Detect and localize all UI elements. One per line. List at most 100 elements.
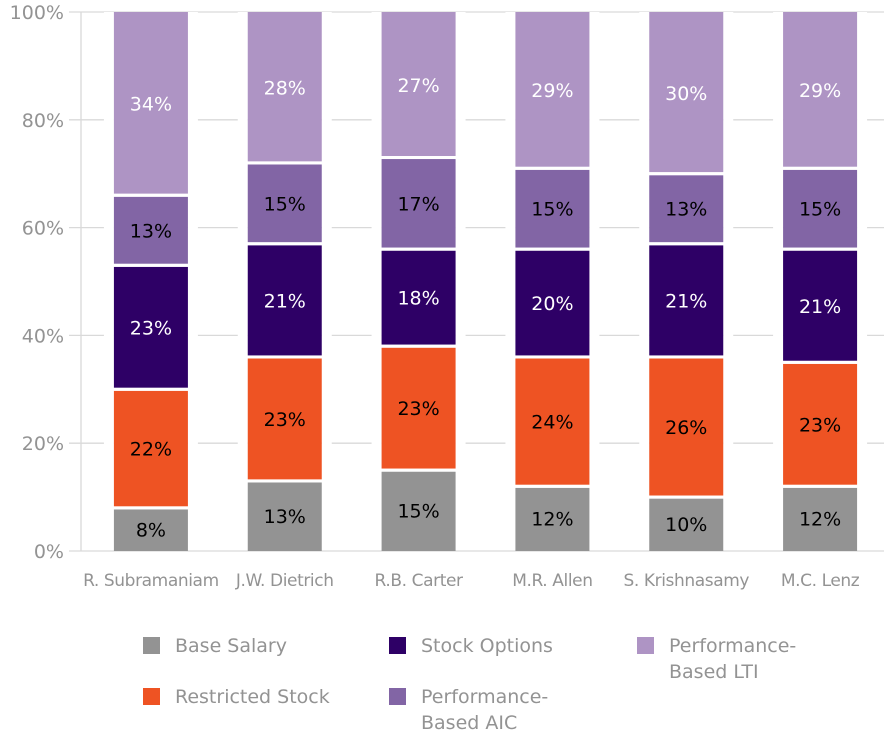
bar-value-label: 23% — [799, 414, 841, 436]
bar-value-label: 23% — [130, 317, 172, 339]
segment-separator — [241, 355, 328, 359]
bar-value-label: 30% — [665, 83, 707, 105]
segment-separator — [375, 344, 462, 348]
bar-value-label: 26% — [665, 417, 707, 439]
bar-segment-performance-based-aic — [783, 169, 858, 248]
bar-stack: 12% 24% 20% 15% 29% — [509, 12, 596, 551]
y-tick-label: 20% — [22, 433, 64, 455]
y-tick-label: 40% — [22, 325, 64, 347]
bar-segment-base-salary — [381, 471, 456, 551]
bar-segment-performance-based-lti — [247, 12, 322, 162]
segment-separator — [509, 166, 596, 170]
bar-segment-base-salary — [783, 487, 858, 551]
bar-segment-performance-based-aic — [113, 196, 188, 264]
bar-segment-restricted-stock — [649, 358, 724, 496]
bar-segment-performance-based-lti — [381, 12, 456, 157]
bar-value-label: 15% — [531, 199, 573, 221]
segment-separator — [643, 355, 730, 359]
bar-margin — [773, 12, 784, 550]
bar-margin — [187, 12, 198, 550]
y-axis: 0% 20% 40% 60% 80% 100% — [10, 2, 82, 563]
segment-separator — [777, 247, 864, 251]
segment-separator — [777, 166, 864, 170]
bar-value-label: 23% — [264, 409, 306, 431]
bar-stack: 13% 23% 21% 15% 28% — [241, 12, 328, 551]
y-tick-label: 60% — [22, 218, 64, 240]
bar-segment-performance-based-aic — [247, 164, 322, 243]
bar-value-label: 12% — [799, 509, 841, 531]
bar-margin — [723, 12, 734, 550]
segment-separator — [107, 387, 194, 391]
segment-separator — [509, 355, 596, 359]
x-tick-label: R. Subramaniam — [83, 571, 219, 591]
segment-separator — [509, 484, 596, 488]
bar-value-label: 8% — [136, 519, 166, 541]
bar-segment-restricted-stock — [783, 363, 858, 485]
bar-value-label: 13% — [264, 506, 306, 528]
bar-value-label: 23% — [397, 398, 439, 420]
bar-margin — [857, 12, 868, 550]
segment-separator — [509, 247, 596, 251]
y-tick-label: 0% — [34, 541, 64, 563]
segment-separator — [107, 193, 194, 197]
bar-margin — [505, 12, 516, 550]
segment-separator — [107, 506, 194, 510]
bar-stack: 12% 23% 21% 15% 29% — [777, 12, 864, 551]
bar-segment-base-salary — [113, 509, 188, 551]
bar-segment-stock-options — [381, 250, 456, 345]
bar-segment-performance-based-lti — [515, 12, 590, 167]
bar-margin — [589, 12, 600, 550]
segment-separator — [643, 242, 730, 246]
x-tick-label: R.B. Carter — [375, 571, 463, 591]
bar-value-label: 29% — [531, 80, 573, 102]
bar-value-label: 22% — [130, 439, 172, 461]
bar-value-label: 10% — [665, 514, 707, 536]
bar-value-label: 13% — [130, 220, 172, 242]
bar-segment-performance-based-lti — [783, 12, 858, 167]
bar-value-label: 28% — [264, 77, 306, 99]
bar-segment-stock-options — [247, 245, 322, 356]
bar-segment-restricted-stock — [113, 390, 188, 507]
bar-margin — [371, 12, 382, 550]
bar-segment-performance-based-lti — [649, 12, 724, 173]
bar-value-label: 24% — [531, 412, 573, 434]
x-axis: R. Subramaniam J.W. Dietrich R.B. Carter M.… — [83, 571, 860, 591]
bar-segment-base-salary — [247, 482, 322, 551]
bar-stack: 10% 26% 21% 13% 30% — [643, 12, 730, 551]
bar-segment-performance-based-aic — [381, 159, 456, 248]
segment-separator — [241, 161, 328, 165]
segment-separator — [643, 172, 730, 176]
segment-separator — [375, 247, 462, 251]
bar-segment-base-salary — [649, 498, 724, 551]
bar-margin — [103, 12, 114, 550]
bar-value-label: 21% — [264, 290, 306, 312]
bar-segment-restricted-stock — [247, 358, 322, 480]
bar-margin — [237, 12, 248, 550]
y-tick-label: 100% — [10, 2, 64, 24]
bar-segment-base-salary — [515, 487, 590, 551]
segment-separator — [107, 263, 194, 267]
bar-segment-stock-options — [515, 250, 590, 356]
bar-value-label: 12% — [531, 509, 573, 531]
bar-value-label: 20% — [531, 293, 573, 315]
segment-separator — [777, 360, 864, 364]
bar-segment-stock-options — [649, 245, 724, 356]
bar-value-label: 15% — [397, 501, 439, 523]
bar-segment-performance-based-lti — [113, 12, 188, 194]
y-tick-label: 80% — [22, 110, 64, 132]
bar-segment-stock-options — [783, 250, 858, 361]
bar-margin — [455, 12, 466, 550]
x-tick-label: M.C. Lenz — [781, 571, 860, 591]
bar-stack: 15% 23% 18% 17% 27% — [375, 12, 462, 551]
bar-value-label: 21% — [799, 296, 841, 318]
segment-separator — [241, 242, 328, 246]
segment-separator — [241, 479, 328, 483]
bar-margin — [321, 12, 332, 550]
segment-separator — [777, 484, 864, 488]
bar-value-label: 21% — [665, 290, 707, 312]
x-tick-label: M.R. Allen — [512, 571, 592, 591]
bar-value-label: 27% — [397, 75, 439, 97]
bar-segment-performance-based-aic — [649, 175, 724, 243]
gridlines — [69, 11, 884, 552]
